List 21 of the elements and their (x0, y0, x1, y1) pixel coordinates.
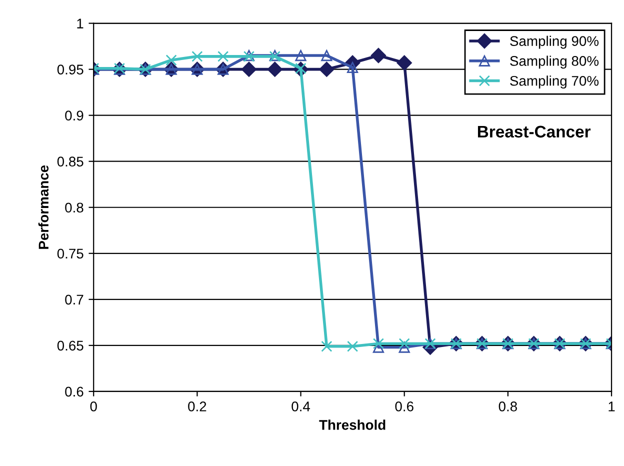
y-tick-label: 0.6 (65, 386, 84, 397)
legend-label: Sampling 80% (510, 56, 599, 69)
x-tick-label: 0.6 (395, 402, 414, 412)
x-tick-label: 0.4 (292, 402, 310, 412)
y-tick-label: 0.75 (57, 248, 84, 259)
y-tick-label: 0.9 (65, 110, 84, 121)
x-tick-label: 0 (90, 402, 97, 412)
x-tick-label: 1 (608, 402, 615, 412)
x-tick-label: 0.8 (498, 402, 517, 412)
y-tick-label: 0.7 (65, 294, 84, 305)
annotation: Breast-Cancer (478, 126, 591, 138)
y-axis-title: Performance (38, 165, 49, 249)
y-tick-label: 0.65 (57, 340, 84, 351)
legend-label: Sampling 70% (510, 76, 599, 89)
x-tick-label: 0.2 (188, 402, 206, 412)
y-tick-label: 0.8 (65, 202, 84, 213)
y-tick-label: 0.95 (57, 64, 84, 74)
x-axis-title: Threshold (319, 420, 386, 430)
y-tick-label: 0.85 (57, 156, 84, 167)
y-tick-label: 1 (77, 18, 84, 28)
legend-label: Sampling 90% (510, 36, 599, 49)
